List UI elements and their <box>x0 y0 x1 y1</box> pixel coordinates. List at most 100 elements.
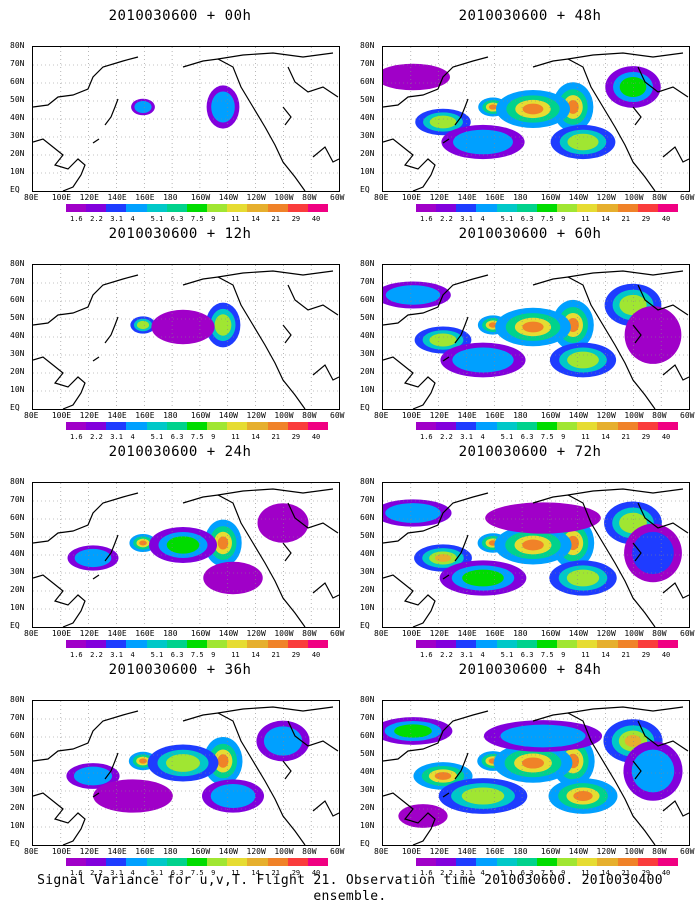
colorbar-swatch <box>436 422 457 430</box>
longitude-label: 160W <box>540 193 561 202</box>
longitude-label: 140E <box>457 193 477 202</box>
longitude-label: 180 <box>163 629 178 638</box>
coastline-2 <box>104 752 119 780</box>
longitude-label: 120W <box>246 411 266 420</box>
coastline-3 <box>92 356 100 362</box>
colorbar-tick-label: 14 <box>601 651 610 659</box>
variance-field <box>383 499 682 596</box>
colorbar-tick-label: 9 <box>561 433 566 441</box>
colorbar-swatch <box>287 640 308 648</box>
longitude-label: 80E <box>24 193 39 202</box>
colorbar-tick-label: 2.2 <box>440 651 453 659</box>
latitude-label: 60N <box>360 731 375 740</box>
colorbar-tick-label: 21 <box>621 215 630 223</box>
coastline-5 <box>567 52 684 60</box>
longitude-label: 100W <box>274 411 294 420</box>
colorbar-tick-label: 29 <box>291 869 301 877</box>
latitude-label: 30N <box>10 785 25 794</box>
coastline-group <box>33 270 339 409</box>
coastline-6 <box>287 284 339 316</box>
colorbar-tick-label: 6.3 <box>170 215 184 223</box>
colorbar-swatch <box>436 640 457 648</box>
forecast-panel: 2010030600 + 84h 80N 70N 60N 50N 40N 30N 20N 10N… <box>360 662 700 882</box>
variance-blob <box>257 503 309 543</box>
variance-map <box>383 265 689 409</box>
latitude-label: 20N <box>10 585 25 594</box>
colorbar-swatch <box>166 204 187 212</box>
gridline-group <box>383 483 689 627</box>
latitude-label: 60N <box>360 513 375 522</box>
figure-caption: Signal Variance for u,v,T. Flight 21. Ob… <box>37 873 663 904</box>
longitude-label: 160W <box>540 629 561 638</box>
colorbar-swatch <box>597 422 618 430</box>
variance-blob <box>210 784 256 808</box>
variance-blob <box>429 115 457 129</box>
colorbar-tick-label: 11 <box>231 433 240 441</box>
coastline-8 <box>282 760 292 780</box>
forecast-panel: 2010030600 + 72h 80N 70N 60N 50N 40N 30N 20N 10N… <box>360 444 700 664</box>
coastline-3 <box>442 356 450 362</box>
coastline-6 <box>637 284 689 316</box>
map-frame <box>32 264 340 410</box>
coastline-6 <box>287 720 339 752</box>
colorbar-tick-label: 2.2 <box>90 651 103 659</box>
variance-field <box>66 720 310 813</box>
gridline-group <box>33 701 339 845</box>
latitude-label: 10N <box>10 603 25 612</box>
latitude-label: 80N <box>360 477 375 486</box>
coastline-1 <box>33 56 139 108</box>
longitude-label: 160W <box>540 411 561 420</box>
variance-blob <box>619 76 647 98</box>
colorbar-swatch <box>476 422 497 430</box>
latitude-label: 50N <box>360 531 375 540</box>
colorbar-swatch <box>416 858 437 866</box>
coastline-4 <box>532 712 656 845</box>
colorbar-swatch <box>287 422 308 430</box>
coastline-5 <box>217 488 334 496</box>
longitude-label: 100E <box>401 411 422 420</box>
colorbar-swatch <box>577 640 598 648</box>
colorbar-tick-label: 2.2 <box>440 869 453 877</box>
colorbar-tick-label: 21 <box>271 869 280 877</box>
longitude-label: 100W <box>624 411 644 420</box>
map-frame <box>382 700 690 846</box>
colorbar-swatch <box>227 640 248 648</box>
variance-blob <box>263 726 303 756</box>
longitude-label: 100E <box>401 847 422 856</box>
colorbar-tick-label: 5.1 <box>150 869 164 877</box>
gridline-group <box>383 265 689 409</box>
colorbar-swatch <box>106 204 127 212</box>
longitude-label: 180 <box>163 193 178 202</box>
colorbar-tick-label: 1.6 <box>70 215 83 223</box>
latitude-label: 30N <box>10 349 25 358</box>
latitude-label: 70N <box>360 59 375 68</box>
latitude-label: EQ <box>360 839 370 848</box>
coastline-6 <box>637 502 689 534</box>
colorbar-tick-label: 11 <box>231 869 240 877</box>
longitude-label: 80E <box>24 411 39 420</box>
coastline-1 <box>33 710 139 762</box>
variance-field <box>383 717 683 828</box>
colorbar-swatch <box>637 640 658 648</box>
colorbar-swatch <box>436 858 457 866</box>
colorbar-tick-label: 2.2 <box>90 433 103 441</box>
coastline-group <box>33 52 339 191</box>
colorbar-swatch <box>637 204 658 212</box>
colorbar-tick-label: 40 <box>661 215 671 223</box>
colorbar-swatch <box>456 204 477 212</box>
colorbar-swatch <box>267 204 288 212</box>
variance-blob <box>394 724 432 738</box>
latitude-label: 20N <box>360 149 375 158</box>
latitude-label: 10N <box>360 167 375 176</box>
longitude-label: 140W <box>568 629 588 638</box>
colorbar-tick-label: 5.1 <box>500 433 514 441</box>
longitude-label: 160E <box>485 847 505 856</box>
longitude-label: 100E <box>51 629 72 638</box>
coastline-group <box>33 488 339 627</box>
coastline-0 <box>33 138 86 191</box>
colorbar-swatch <box>516 640 537 648</box>
colorbar-swatch <box>657 858 679 866</box>
coastline-8 <box>632 106 642 126</box>
colorbar-swatch <box>227 422 248 430</box>
variance-blob <box>151 309 215 345</box>
